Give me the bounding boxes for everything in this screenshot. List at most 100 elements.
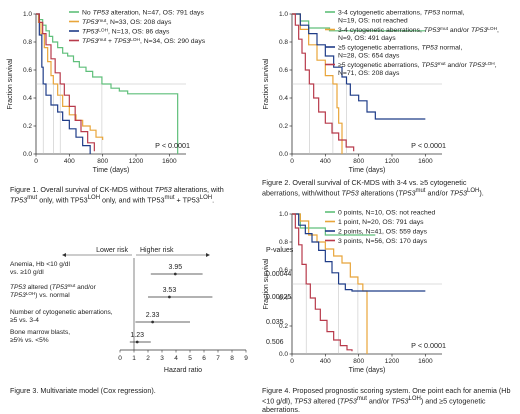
km2-legend-label-0: 3-4 cytogenetic aberrations, TP53 normal… xyxy=(338,9,465,16)
km4-ytick-label: 0.0 xyxy=(279,351,288,358)
km4-ylabel: Fraction survival xyxy=(263,258,270,309)
km2-ytick-label: 1.0 xyxy=(279,11,288,18)
forest-pvalue-2: 0.035 xyxy=(266,319,284,326)
km2-series-2-line xyxy=(292,13,426,120)
km1-ytick-label: 0.2 xyxy=(23,123,32,130)
km2-legend-label-1: 3-4 cytogenetic aberrations, TP53mut and… xyxy=(338,25,499,34)
forest-xtick-label: 2 xyxy=(146,355,150,362)
km2-legend-label-2: N=28, OS: 654 days xyxy=(338,52,400,59)
forest-pvalue-3: 0.506 xyxy=(266,339,284,346)
forest-xtick-label: 3 xyxy=(160,355,164,362)
km4-ytick-label: 0.6 xyxy=(279,267,288,274)
forest-point-2 xyxy=(151,320,155,324)
km4-pvalue: P < 0.0001 xyxy=(411,341,446,350)
km2-ytick-label: 0.6 xyxy=(279,67,288,74)
km2-xtick-label: 1600 xyxy=(418,158,433,165)
km1-xtick-label: 1200 xyxy=(129,158,144,165)
forest-lower-risk: Lower risk xyxy=(96,247,128,254)
km4-xtick-label: 800 xyxy=(353,358,364,365)
km4-legend-label-3: 3 points, N=56, OS: 170 days xyxy=(338,238,428,245)
km2-ytick-label: 0.2 xyxy=(279,123,288,130)
forest-point-1 xyxy=(168,295,171,299)
km1-ylabel: Fraction survival xyxy=(7,58,14,109)
forest-higher-risk: Higher risk xyxy=(140,247,174,254)
km4-legend-label-1: 1 point, N=20, OS: 791 days xyxy=(338,219,424,226)
km1-series-0-line xyxy=(36,13,179,154)
forest-xtick-label: 4 xyxy=(174,355,178,362)
forest-pvalue-header: P-values xyxy=(266,247,294,254)
forest-xtick-label: 8 xyxy=(230,355,234,362)
forest-xtick-label: 6 xyxy=(202,355,206,362)
km2-xtick-label: 400 xyxy=(320,158,331,165)
forest-row-label-1: TP53LOH) vs. normal xyxy=(10,291,70,300)
forest-xtick-label: 1 xyxy=(132,355,136,362)
caption-figure-4: Figure 4. Proposed prognostic scoring sy… xyxy=(262,386,511,414)
km4-series-1-line xyxy=(292,213,368,354)
km2-legend-label-3: ≥5 cytogenetic aberrations, TP53mut and/… xyxy=(338,60,497,69)
forest-row-label-1: TP53 altered (TP53mut and/or xyxy=(10,283,97,292)
km2-xtick-label: 800 xyxy=(353,158,364,165)
forest-hr-label-0: 3.95 xyxy=(168,264,182,271)
forest-hr-label-1: 3.53 xyxy=(163,287,177,294)
km4-legend-label-2: 2 points, N=41, OS: 559 days xyxy=(338,228,428,235)
km4-series-2-line xyxy=(292,213,426,292)
km1-legend-label-3: TP53mut + TP53LOH, N=34, OS: 290 days xyxy=(82,36,206,45)
km2-legend-label-0: N=19, OS: not reached xyxy=(338,17,408,24)
km2-legend-label-1: N=9, OS: 491 days xyxy=(338,35,396,42)
forest-row-label-0: vs. ≥10 g/dl xyxy=(10,269,44,276)
km4-xtick-label: 1600 xyxy=(418,358,433,365)
km2-legend-label-3: N=71, OS: 208 days xyxy=(338,70,400,77)
km4-xlabel: Time (days) xyxy=(349,367,386,374)
km2-series-3-line xyxy=(292,13,355,152)
km1-xtick-label: 400 xyxy=(64,158,75,165)
forest-pvalue-0: 0.00044 xyxy=(266,271,291,278)
km2-ytick-label: 0.4 xyxy=(279,95,288,102)
km4-ytick-label: 0.8 xyxy=(279,239,288,246)
km2-xtick-label: 0 xyxy=(290,158,294,165)
km4-ytick-label: 0.4 xyxy=(279,295,288,302)
forest-arrowhead-right xyxy=(206,253,210,257)
km2-xtick-label: 1200 xyxy=(385,158,400,165)
forest-row-label-3: ≥5% vs. <5% xyxy=(10,337,49,344)
km2-ytick-label: 0.0 xyxy=(279,151,288,158)
caption-figure-2: Figure 2. Overall survival of CK-MDS wit… xyxy=(262,178,484,198)
km1-legend-label-2: TP53LOH, N=13, OS: 86 days xyxy=(82,27,170,36)
km1-ytick-label: 1.0 xyxy=(23,11,32,18)
forest-xtick-label: 9 xyxy=(244,355,248,362)
km4-xtick-label: 400 xyxy=(320,358,331,365)
forest-xtick-label: 5 xyxy=(188,355,192,362)
km1-xlabel: Time (days) xyxy=(93,167,130,174)
km1-ytick-label: 0.8 xyxy=(23,39,32,46)
forest-xlabel: Hazard ratio xyxy=(164,367,202,374)
forest-hr-label-2: 2.33 xyxy=(146,312,160,319)
caption-figure-1: Figure 1. Overall survival of CK-MDS wit… xyxy=(10,185,224,205)
forest-row-label-3: Bone marrow blasts, xyxy=(10,329,70,336)
km2-legend-label-2: ≥5 cytogenetic aberrations, TP53 normal, xyxy=(338,44,462,51)
km2-pvalue: P < 0.0001 xyxy=(411,141,446,150)
km2-ytick-label: 0.8 xyxy=(279,39,288,46)
km1-ytick-label: 0.0 xyxy=(23,151,32,158)
km1-xtick-label: 0 xyxy=(34,158,38,165)
km1-xtick-label: 1600 xyxy=(162,158,177,165)
km4-xtick-label: 0 xyxy=(290,358,294,365)
km4-legend-label-0: 0 points, N=10, OS: not reached xyxy=(338,209,436,216)
km1-legend-label-1: TP53mut, N=33, OS: 208 days xyxy=(82,17,172,26)
forest-xtick-label: 0 xyxy=(118,355,122,362)
forest-pvalue-1: 0.00025 xyxy=(266,294,291,301)
forest-point-3 xyxy=(135,340,139,344)
forest-row-label-2: ≥5 vs. 3-4 xyxy=(10,317,39,324)
km4-ytick-label: 1.0 xyxy=(279,211,288,218)
caption-figure-3: Figure 3. Multivariate model (Cox regres… xyxy=(10,386,156,395)
km2-ylabel: Fraction survival xyxy=(263,58,270,109)
km4-xtick-label: 1200 xyxy=(385,358,400,365)
km1-pvalue: P < 0.0001 xyxy=(155,141,190,150)
forest-row-label-0: Anemia, Hb <10 g/dl xyxy=(10,261,70,268)
km1-ytick-label: 0.4 xyxy=(23,95,32,102)
km2-series-1-line xyxy=(292,13,343,154)
km1-series-2-line xyxy=(36,13,91,154)
forest-point-0 xyxy=(173,272,177,276)
km4-ytick-label: 0.2 xyxy=(279,323,288,330)
km2-xlabel: Time (days) xyxy=(349,167,386,174)
km4-series-3-line xyxy=(292,213,353,352)
